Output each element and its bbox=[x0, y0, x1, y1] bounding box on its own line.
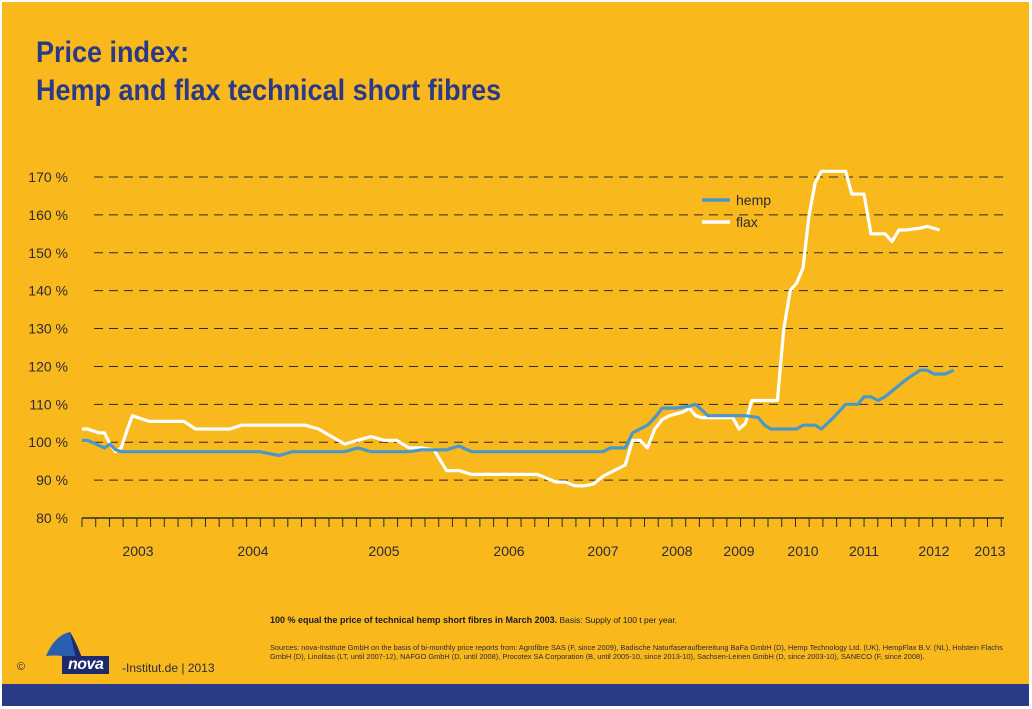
x-tick-label-2009: 2009 bbox=[723, 543, 754, 559]
y-axis-tick-labels: 80 % 90 % 100 % 110 % 120 % 130 % 140 % 150 % 16… bbox=[28, 169, 68, 526]
y-tick-label-150: 150 % bbox=[28, 245, 68, 261]
y-tick-label-170: 170 % bbox=[28, 169, 68, 185]
x-tick-label-2008: 2008 bbox=[661, 543, 692, 559]
x-tick-label-2013: 2013 bbox=[974, 543, 1005, 559]
grid-lines bbox=[94, 176, 1004, 481]
title-line-2: Hemp and flax technical short fibres bbox=[36, 74, 502, 107]
x-tick-label-2006: 2006 bbox=[493, 543, 524, 559]
x-tick-label-2007: 2007 bbox=[587, 543, 618, 559]
y-tick-label-160: 160 % bbox=[28, 207, 68, 223]
y-tick-label-140: 140 % bbox=[28, 283, 68, 299]
x-tick-label-2012: 2012 bbox=[918, 543, 949, 559]
institut-credit: -Institut.de | 2013 bbox=[122, 661, 215, 675]
x-tick-label-2003: 2003 bbox=[122, 543, 153, 559]
title-line-1: Price index: bbox=[36, 36, 190, 69]
series-lines bbox=[82, 169, 955, 488]
nova-logo: nova bbox=[62, 656, 110, 674]
y-tick-label-110: 110 % bbox=[29, 396, 68, 412]
copyright-symbol: © bbox=[17, 661, 26, 673]
footnote-bold: 100 % equal the price of technical hemp … bbox=[270, 615, 558, 625]
chart-title: Price index: Hemp and flax technical sho… bbox=[36, 34, 501, 110]
series-line-hemp bbox=[82, 368, 955, 458]
y-tick-label-100: 100 % bbox=[28, 434, 68, 450]
series-line-flax bbox=[82, 169, 941, 488]
y-tick-label-120: 120 % bbox=[28, 358, 68, 374]
y-tick-label-80: 80 % bbox=[36, 510, 68, 526]
footnote: 100 % equal the price of technical hemp … bbox=[270, 615, 677, 625]
x-tick-label-2004: 2004 bbox=[237, 543, 268, 559]
y-tick-label-130: 130 % bbox=[28, 321, 68, 337]
x-tick-label-2011: 2011 bbox=[849, 543, 879, 559]
footer-band bbox=[2, 684, 1029, 706]
x-axis: 2003 2004 2005 2006 2007 2008 2009 2010 2011 2012… bbox=[81, 517, 1006, 559]
legend-label-hemp: hemp bbox=[736, 192, 771, 208]
x-tick-label-2005: 2005 bbox=[368, 543, 399, 559]
footnote-basis: Basis: Supply of 100 t per year. bbox=[557, 615, 678, 625]
x-tick-label-2010: 2010 bbox=[787, 543, 818, 559]
legend-label-flax: flax bbox=[736, 214, 758, 230]
legend: hemp flax bbox=[702, 192, 771, 230]
y-tick-label-90: 90 % bbox=[36, 472, 68, 488]
sources-text: Sources: nova-Institute GmbH on the basi… bbox=[270, 643, 1003, 662]
